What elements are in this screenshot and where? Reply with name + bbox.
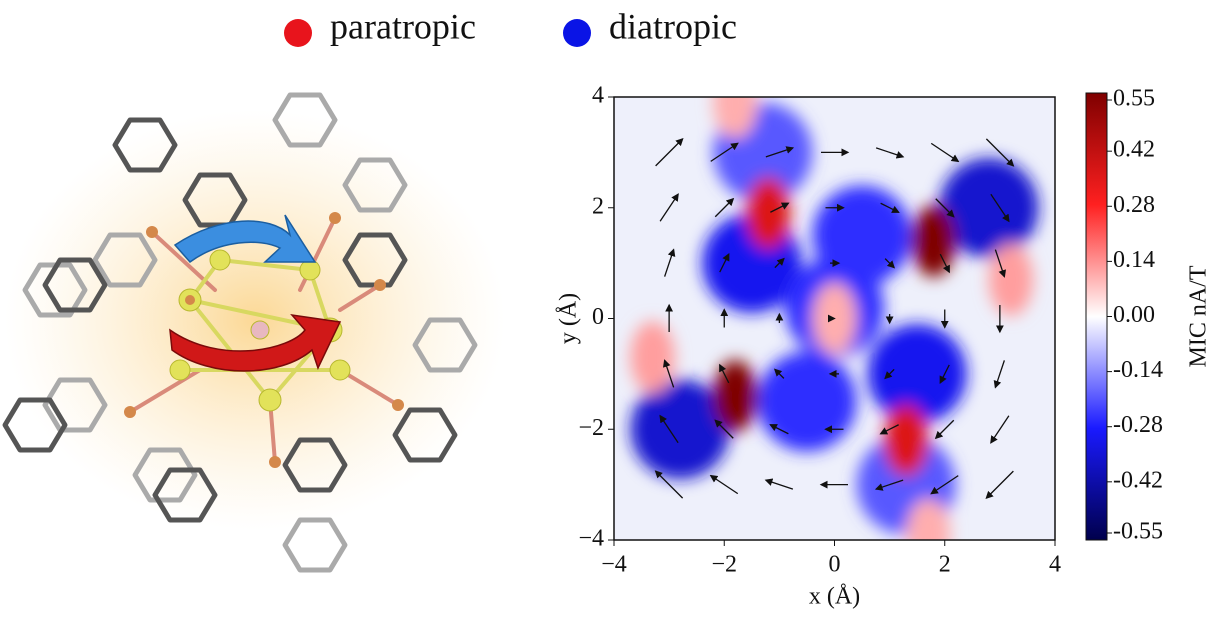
- colorbar-tick-label: -0.28: [1113, 412, 1163, 438]
- contour-region: [884, 404, 928, 476]
- legend: paratropic diatropic: [284, 6, 737, 47]
- y-axis-label: y (Å): [556, 293, 582, 344]
- colorbar-tick-label: -0.14: [1113, 357, 1163, 383]
- x-tick-label: 0: [829, 552, 841, 578]
- contour-region: [868, 324, 967, 424]
- figure: paratropic diatropic −4 −2 0 2 4 −4 −2 0 2 4 x (Å) y…: [0, 0, 1220, 613]
- contour-region: [713, 67, 757, 139]
- y-tick-label: 2: [592, 193, 604, 219]
- contour-region: [631, 321, 675, 393]
- x-tick-label: 4: [1049, 552, 1061, 578]
- plot: −4 −2 0 2 4 −4 −2 0 2 4 x (Å) y (Å) 0.55 0.42 0.28 0.14…: [556, 67, 1212, 610]
- molecule-illustration: [5, 95, 505, 570]
- legend-label: paratropic: [330, 6, 476, 46]
- contour-region: [757, 352, 856, 452]
- y-tick-label: 0: [592, 304, 604, 330]
- y-tick-label: 4: [592, 83, 604, 109]
- contour-region: [812, 186, 911, 286]
- legend-label: diatropic: [609, 6, 737, 46]
- legend-swatch: [284, 19, 312, 47]
- x-axis-label: x (Å): [809, 584, 860, 610]
- colorbar: [1086, 93, 1107, 540]
- y-tick-label: −4: [578, 526, 604, 552]
- colorbar-tick-label: 0.28: [1113, 192, 1155, 218]
- y-tick-label: −2: [578, 415, 604, 441]
- legend-swatch: [563, 19, 591, 47]
- page: {"legend":[{"label":"paratropic","color"…: [0, 0, 1220, 613]
- x-tick-label: −2: [711, 552, 737, 578]
- colorbar-tick-label: 0.42: [1113, 137, 1155, 163]
- x-tick-label: −4: [601, 552, 627, 578]
- contour-region: [812, 283, 856, 355]
- colorbar-tick-label: -0.42: [1113, 467, 1163, 493]
- contour-region: [746, 177, 790, 249]
- colorbar-tick-label: -0.55: [1113, 519, 1163, 545]
- colorbar-tick-label: 0.14: [1113, 247, 1155, 273]
- colorbar-tick-label: 0.55: [1113, 86, 1155, 112]
- contour-region: [912, 205, 956, 277]
- x-tick-label: 2: [939, 552, 951, 578]
- colorbar-tick-label: 0.00: [1113, 302, 1155, 328]
- contour-region: [713, 360, 757, 432]
- contour-region: [989, 244, 1033, 316]
- colorbar-label: MIC nA/T: [1186, 265, 1212, 367]
